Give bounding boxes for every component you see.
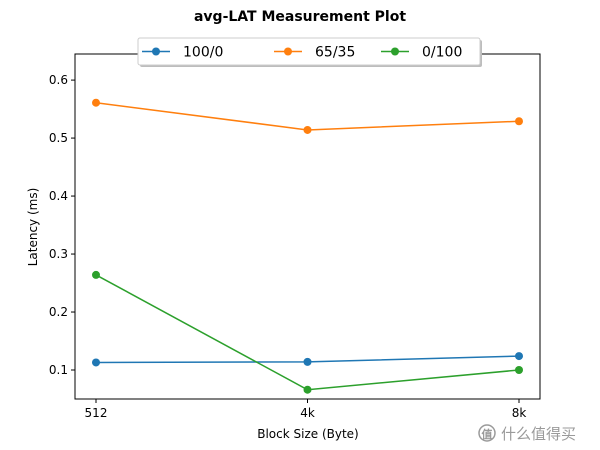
y-tick-label: 0.5	[49, 131, 68, 145]
data-point	[92, 98, 100, 107]
data-point	[515, 366, 523, 375]
y-axis: 0.1 0.2 0.3 0.4 0.5 0.6	[49, 73, 75, 377]
series-100-0	[92, 352, 523, 367]
y-axis-label: Latency (ms)	[26, 188, 40, 267]
x-axis-label: Block Size (Byte)	[257, 427, 359, 441]
y-tick-label: 0.4	[49, 189, 68, 203]
chart-title: avg-LAT Measurement Plot	[194, 9, 406, 25]
smzdm-logo-glyph: 值	[482, 427, 493, 441]
y-tick-label: 0.6	[49, 73, 68, 87]
y-tick-label: 0.2	[49, 305, 68, 319]
legend-box	[137, 37, 481, 66]
data-point	[515, 117, 523, 126]
data-point	[92, 358, 100, 367]
legend-label: 100/0	[183, 45, 223, 61]
legend-label: 65/35	[315, 45, 355, 61]
data-point	[515, 352, 523, 361]
legend-marker	[284, 47, 292, 56]
watermark-text: 什么值得买	[501, 425, 576, 443]
series-0-100	[92, 270, 523, 394]
legend-marker	[391, 47, 399, 56]
legend-marker	[152, 47, 160, 56]
series-65-35	[92, 98, 523, 134]
y-tick-label: 0.3	[49, 247, 68, 261]
y-tick-label: 0.1	[49, 363, 68, 377]
x-tick-label: 512	[85, 406, 108, 420]
data-point	[303, 385, 312, 394]
data-point	[303, 357, 312, 366]
data-point	[303, 125, 312, 134]
x-tick-label: 4k	[300, 406, 315, 420]
data-point	[92, 270, 100, 279]
legend-label: 0/100	[422, 45, 462, 61]
x-axis: 512 4k 8k	[85, 399, 527, 420]
watermark: 值 什么值得买	[478, 424, 576, 443]
smzdm-logo-icon	[478, 424, 496, 442]
x-tick-label: 8k	[512, 406, 527, 420]
legend: 100/0 65/35 0/100	[137, 37, 482, 67]
series-layer	[92, 98, 523, 394]
